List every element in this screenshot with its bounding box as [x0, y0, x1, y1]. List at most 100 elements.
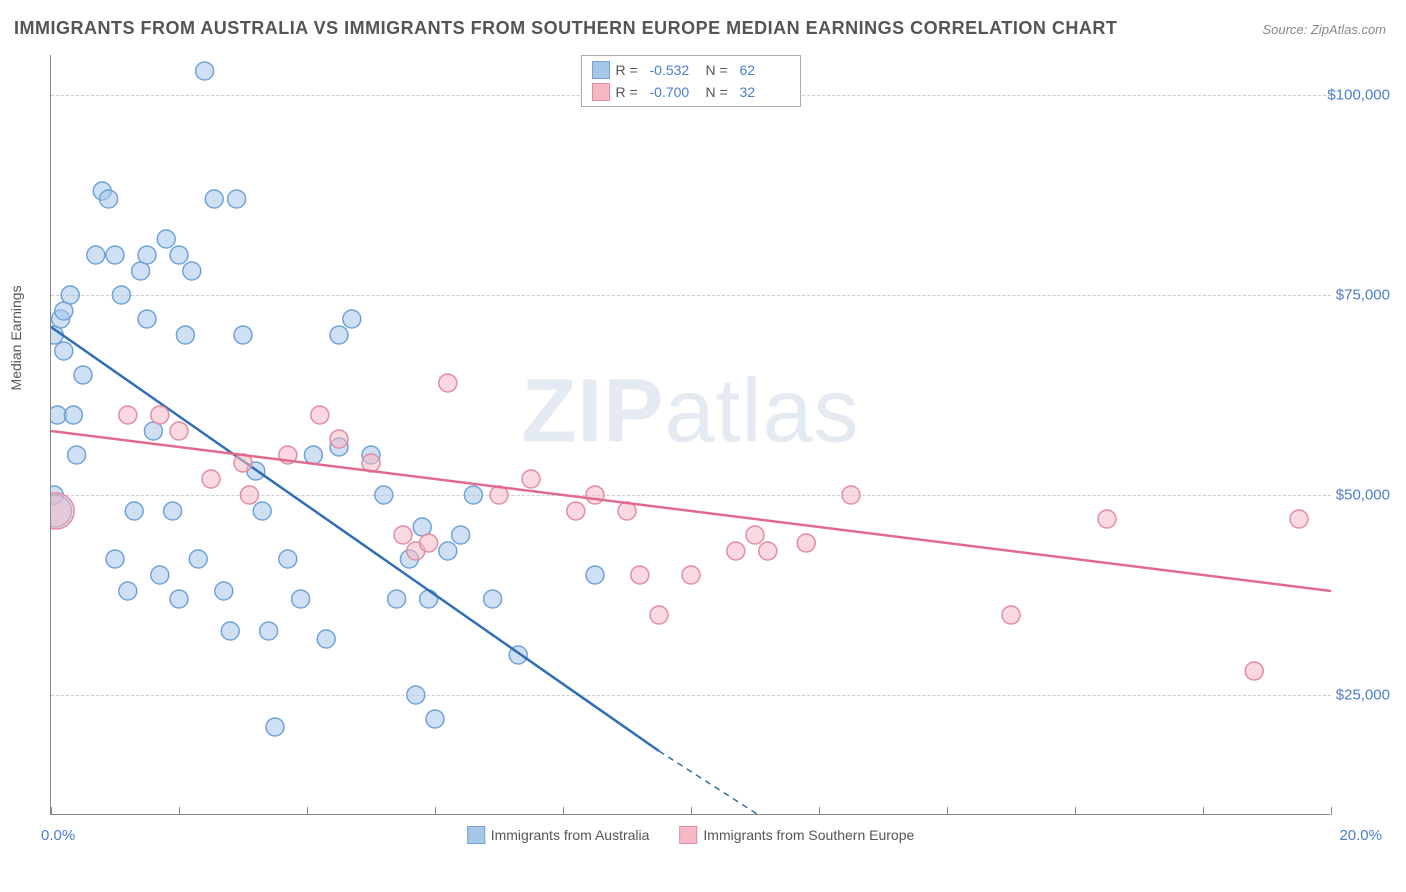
- data-point: [586, 486, 604, 504]
- r-value-southern-europe: -0.700: [650, 84, 700, 100]
- series-legend: Immigrants from Australia Immigrants fro…: [467, 826, 915, 844]
- data-point: [51, 493, 74, 529]
- data-point: [151, 406, 169, 424]
- data-point: [170, 246, 188, 264]
- data-point: [215, 582, 233, 600]
- data-point: [240, 486, 258, 504]
- data-point: [586, 566, 604, 584]
- data-point: [1290, 510, 1308, 528]
- data-point: [439, 374, 457, 392]
- data-point: [106, 550, 124, 568]
- y-tick-label: $100,000: [1327, 87, 1390, 104]
- data-point: [55, 342, 73, 360]
- chart-area: ZIPatlas $25,000$50,000$75,000$100,000 R…: [50, 55, 1390, 825]
- data-point: [138, 246, 156, 264]
- data-point: [746, 526, 764, 544]
- data-point: [1098, 510, 1116, 528]
- trend-line: [51, 327, 659, 751]
- data-point: [170, 590, 188, 608]
- correlation-legend: R = -0.532 N = 62 R = -0.700 N = 32: [581, 55, 801, 107]
- data-point: [420, 590, 438, 608]
- legend-row-australia: R = -0.532 N = 62: [592, 59, 790, 81]
- data-point: [1245, 662, 1263, 680]
- trend-line-dashed: [659, 751, 759, 815]
- data-point: [330, 326, 348, 344]
- data-point: [125, 502, 143, 520]
- data-point: [119, 582, 137, 600]
- data-point: [196, 62, 214, 80]
- data-point: [1002, 606, 1020, 624]
- data-point: [797, 534, 815, 552]
- data-point: [170, 422, 188, 440]
- data-point: [189, 550, 207, 568]
- data-point: [260, 622, 278, 640]
- data-point: [151, 566, 169, 584]
- data-point: [727, 542, 745, 560]
- data-point: [202, 470, 220, 488]
- data-point: [138, 310, 156, 328]
- data-point: [452, 526, 470, 544]
- swatch-icon: [467, 826, 485, 844]
- data-point: [292, 590, 310, 608]
- data-point: [119, 406, 137, 424]
- swatch-icon: [592, 61, 610, 79]
- legend-item-australia: Immigrants from Australia: [467, 826, 650, 844]
- n-value-southern-europe: 32: [740, 84, 790, 100]
- legend-item-southern-europe: Immigrants from Southern Europe: [679, 826, 914, 844]
- y-tick-label: $50,000: [1336, 487, 1390, 504]
- legend-row-southern-europe: R = -0.700 N = 32: [592, 81, 790, 103]
- source-attribution: Source: ZipAtlas.com: [1262, 22, 1386, 37]
- data-point: [394, 526, 412, 544]
- data-point: [100, 190, 118, 208]
- data-point: [221, 622, 239, 640]
- data-point: [266, 718, 284, 736]
- x-axis-max-label: 20.0%: [1339, 827, 1382, 844]
- swatch-icon: [592, 83, 610, 101]
- y-tick-label: $25,000: [1336, 687, 1390, 704]
- data-point: [317, 630, 335, 648]
- r-label: R =: [616, 84, 644, 100]
- data-point: [420, 534, 438, 552]
- data-point: [68, 446, 86, 464]
- data-point: [176, 326, 194, 344]
- y-tick-label: $75,000: [1336, 287, 1390, 304]
- data-point: [842, 486, 860, 504]
- n-value-australia: 62: [740, 62, 790, 78]
- data-point: [682, 566, 700, 584]
- data-point: [388, 590, 406, 608]
- data-point: [650, 606, 668, 624]
- data-point: [157, 230, 175, 248]
- data-point: [87, 246, 105, 264]
- data-point: [407, 686, 425, 704]
- data-point: [426, 710, 444, 728]
- data-point: [228, 190, 246, 208]
- x-axis-min-label: 0.0%: [41, 827, 75, 844]
- data-point: [631, 566, 649, 584]
- data-point: [253, 502, 271, 520]
- swatch-icon: [679, 826, 697, 844]
- data-point: [304, 446, 322, 464]
- legend-label: Immigrants from Australia: [491, 827, 650, 843]
- data-point: [106, 246, 124, 264]
- n-label: N =: [706, 84, 734, 100]
- n-label: N =: [706, 62, 734, 78]
- data-point: [64, 406, 82, 424]
- data-point: [759, 542, 777, 560]
- data-point: [343, 310, 361, 328]
- data-point: [439, 542, 457, 560]
- chart-title: IMMIGRANTS FROM AUSTRALIA VS IMMIGRANTS …: [14, 18, 1117, 39]
- data-point: [279, 550, 297, 568]
- data-point: [61, 286, 79, 304]
- data-point: [464, 486, 482, 504]
- data-point: [484, 590, 502, 608]
- plot-rect: ZIPatlas $25,000$50,000$75,000$100,000 R…: [50, 55, 1330, 815]
- data-point: [112, 286, 130, 304]
- data-point: [234, 326, 252, 344]
- data-point: [330, 430, 348, 448]
- y-axis-title: Median Earnings: [8, 285, 24, 390]
- r-value-australia: -0.532: [650, 62, 700, 78]
- data-point: [311, 406, 329, 424]
- r-label: R =: [616, 62, 644, 78]
- data-point: [375, 486, 393, 504]
- data-point: [164, 502, 182, 520]
